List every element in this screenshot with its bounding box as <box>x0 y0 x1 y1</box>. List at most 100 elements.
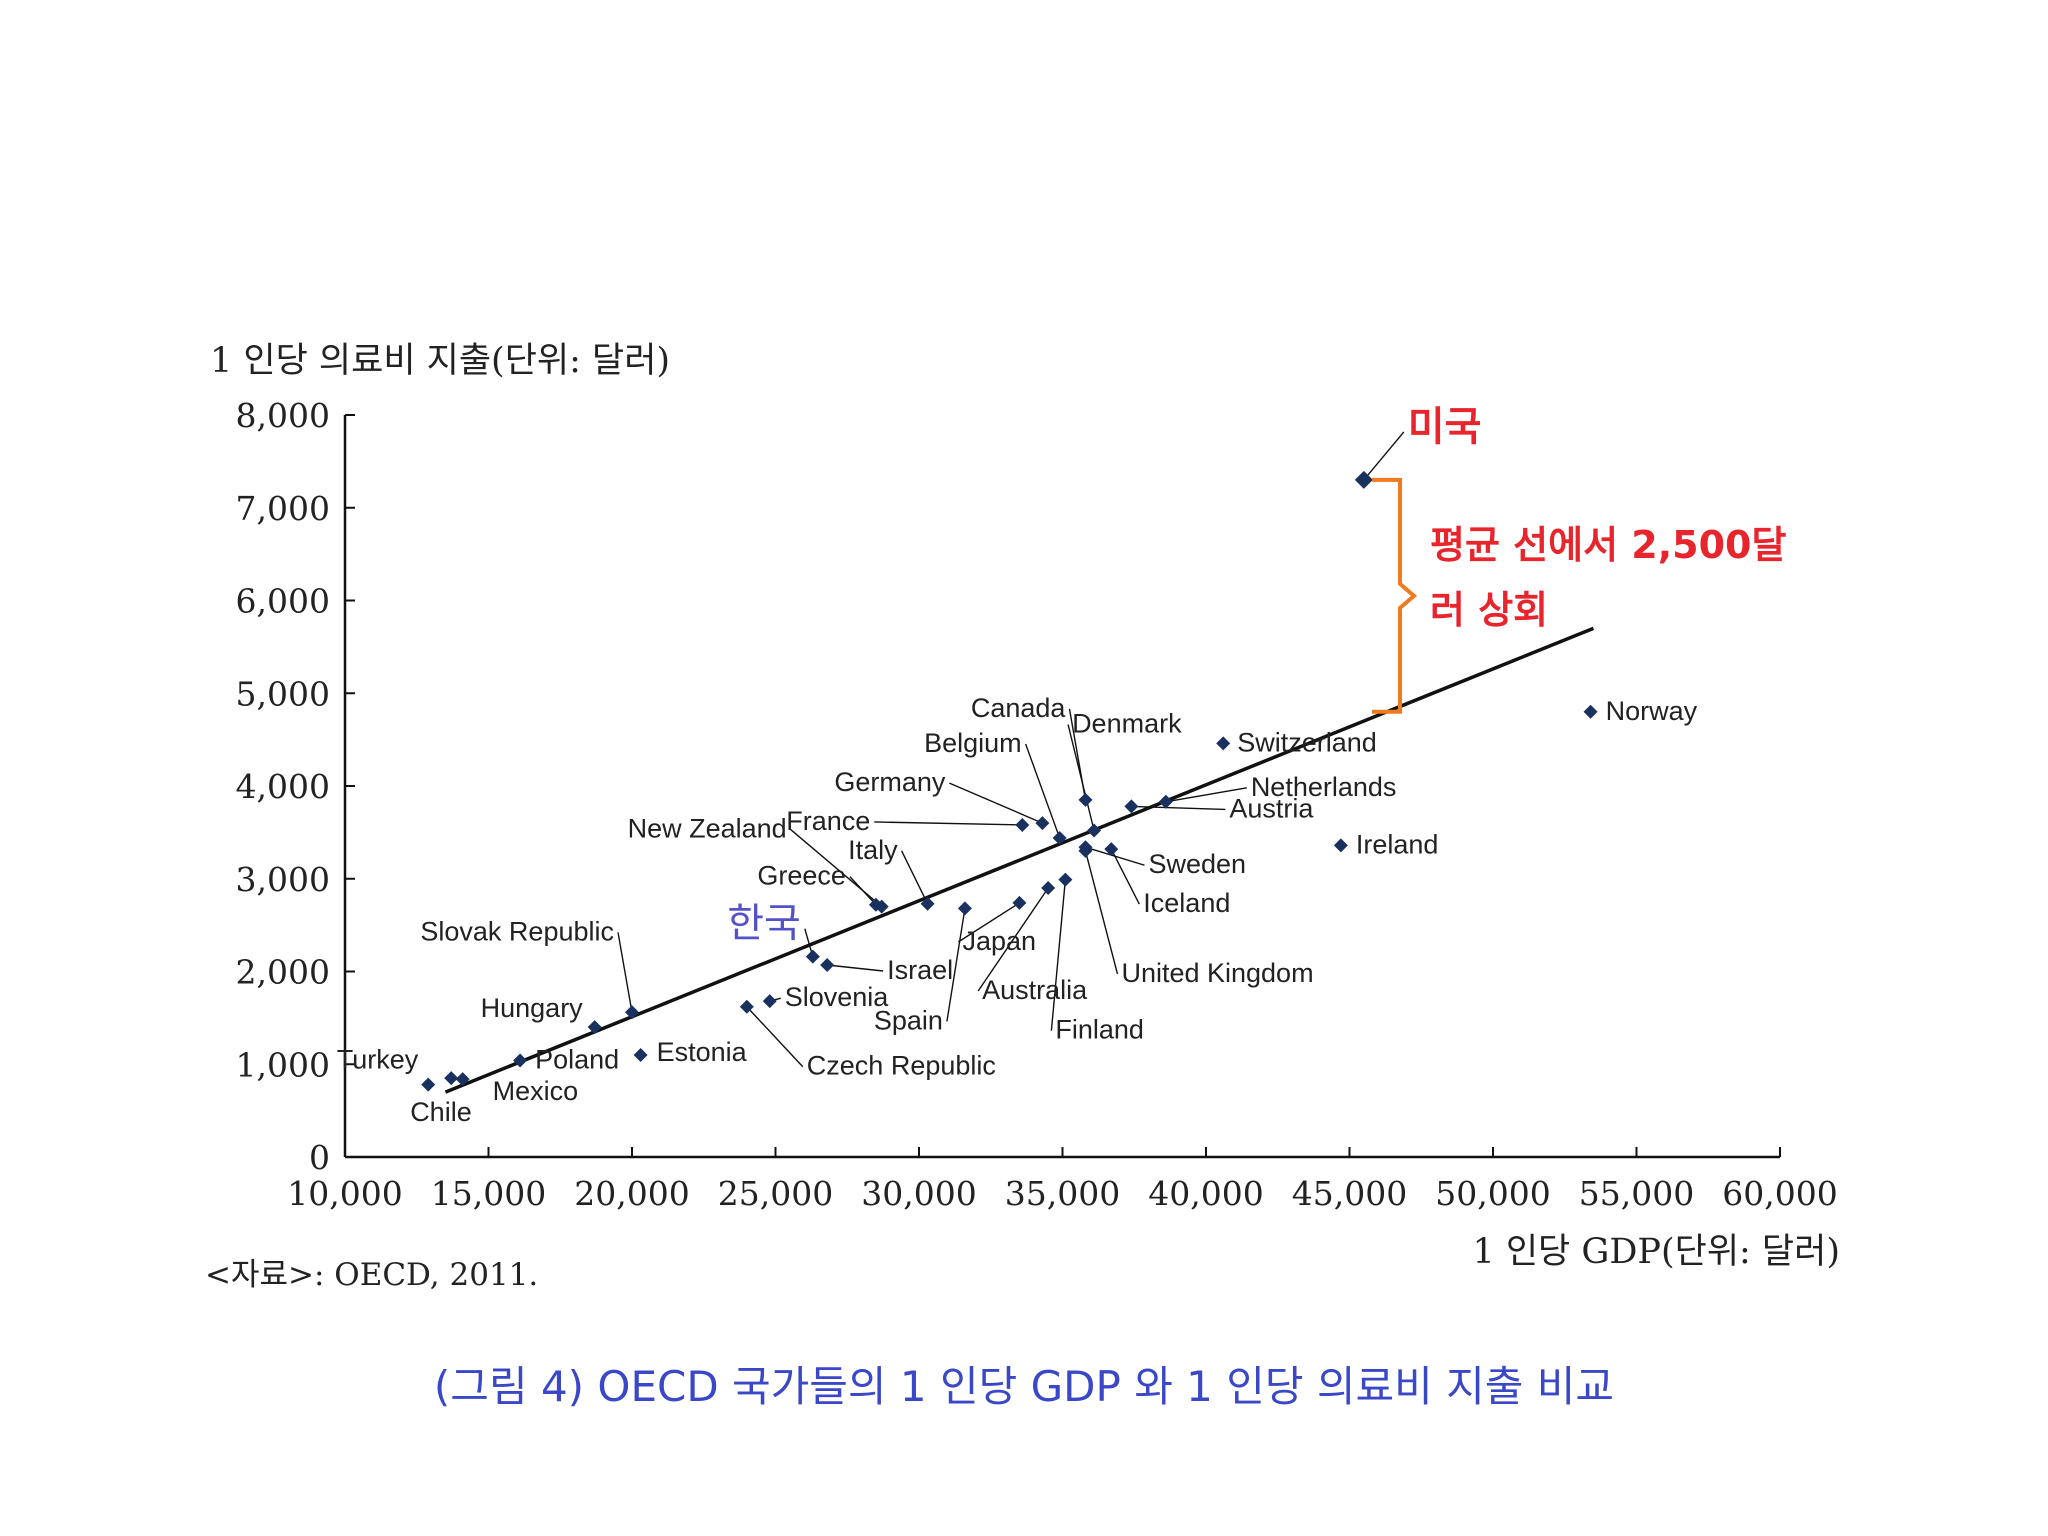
data-point <box>421 1077 436 1092</box>
point-label: Ireland <box>1356 829 1439 859</box>
leader-line <box>1024 743 1061 839</box>
y-tick-label: 8,000 <box>236 396 330 435</box>
data-point <box>1124 799 1139 814</box>
leader-line <box>617 932 633 1013</box>
leader-line <box>746 1006 804 1068</box>
leader-line <box>1084 850 1119 975</box>
difference-bracket <box>1372 477 1418 714</box>
point-label: Slovak Republic <box>420 916 614 946</box>
point-label: Greece <box>757 861 846 891</box>
point-label: Chile <box>410 1097 472 1127</box>
point-label: Sweden <box>1148 849 1246 879</box>
source-note: <자료>: OECD, 2011. <box>205 1257 538 1293</box>
trendline <box>444 626 1595 1094</box>
leader-line <box>1131 805 1226 811</box>
leader-line <box>1050 879 1067 1031</box>
leader-line <box>827 964 884 972</box>
data-point <box>739 999 754 1014</box>
x-axis-title: 1 인당 GDP(단위: 달러) <box>1472 1232 1840 1272</box>
point-label: 한국 <box>727 902 801 946</box>
point-label: Israel <box>887 955 953 985</box>
x-tick-label: 60,000 <box>1722 1174 1837 1213</box>
data-point <box>444 1071 459 1086</box>
data-point <box>1035 816 1050 831</box>
data-point <box>1041 881 1056 896</box>
axes: 0 1,000 2,000 3,000 4,000 5,000 6,000 7,000 8,00… <box>236 396 1838 1213</box>
data-point <box>1058 872 1073 887</box>
point-label: Denmark <box>1072 709 1182 739</box>
point-label: Japan <box>962 926 1036 956</box>
leader-line <box>1363 431 1405 481</box>
data-point <box>633 1047 648 1062</box>
point-label: Hungary <box>481 993 584 1023</box>
data-point <box>1354 470 1373 489</box>
point-label: Austria <box>1229 793 1314 823</box>
data-point <box>1104 842 1119 857</box>
leader-line <box>946 908 966 1022</box>
data-point <box>820 958 835 973</box>
leader-line <box>1165 787 1247 803</box>
point-label: Switzerland <box>1237 727 1377 757</box>
point-label: Netherlands <box>1251 772 1397 802</box>
data-point <box>1078 792 1093 807</box>
leader-line <box>900 850 929 905</box>
point-label: Belgium <box>924 728 1022 758</box>
trendline-group <box>444 626 1595 1094</box>
y-tick-label: 6,000 <box>236 582 330 621</box>
data-point <box>1078 840 1093 855</box>
leader-line <box>1085 846 1145 866</box>
point-label: Italy <box>848 835 898 865</box>
x-tick-label: 30,000 <box>861 1174 976 1213</box>
leader-lines <box>617 431 1405 1068</box>
data-point <box>625 1005 639 1020</box>
point-label: 미국 <box>1408 405 1482 449</box>
x-tick-label: 25,000 <box>718 1174 833 1213</box>
leader-line <box>977 887 1049 992</box>
point-label: Norway <box>1606 696 1698 726</box>
data-points <box>421 470 1598 1092</box>
data-point <box>1052 830 1067 845</box>
data-point <box>762 994 777 1009</box>
point-label: Finland <box>1055 1015 1144 1045</box>
leader-line <box>874 821 1023 826</box>
point-label: Czech Republic <box>807 1051 996 1081</box>
y-tick-label: 2,000 <box>236 953 330 992</box>
y-tick-label: 4,000 <box>236 767 330 806</box>
x-tick-label: 50,000 <box>1435 1174 1550 1213</box>
x-tick-label: 20,000 <box>574 1174 689 1213</box>
point-label: Spain <box>874 1005 943 1035</box>
point-label: New Zealand <box>628 814 787 844</box>
leader-line <box>949 782 1043 824</box>
data-point <box>513 1053 528 1068</box>
data-point <box>1087 823 1102 838</box>
point-label: Estonia <box>657 1037 748 1067</box>
annotation-line-1: 평균 선에서 2,500달 <box>1430 523 1786 567</box>
point-label: Slovenia <box>785 982 890 1012</box>
data-point <box>805 949 820 964</box>
x-tick-label: 35,000 <box>1005 1174 1120 1213</box>
leader-line <box>1110 848 1140 905</box>
point-label: Iceland <box>1143 888 1230 918</box>
x-tick-label: 45,000 <box>1292 1174 1407 1213</box>
x-tick-label: 15,000 <box>431 1174 546 1213</box>
point-label: Canada <box>971 693 1067 723</box>
data-point <box>455 1072 470 1087</box>
data-point <box>1216 736 1231 751</box>
y-tick-label: 3,000 <box>236 860 330 899</box>
data-point <box>920 896 935 911</box>
data-point <box>1158 794 1173 809</box>
point-label: Turkey <box>337 1045 419 1075</box>
x-tick-label: 10,000 <box>287 1174 402 1213</box>
data-point <box>1333 838 1348 853</box>
y-tick-label: 7,000 <box>236 489 330 528</box>
figure-caption: (그림 4) OECD 국가들의 1 인당 GDP 와 1 인당 의료비 지출 … <box>433 1362 1615 1411</box>
point-label: Germany <box>834 767 946 797</box>
y-tick-label: 5,000 <box>236 674 330 713</box>
data-point <box>1015 817 1030 832</box>
x-tick-label: 40,000 <box>1148 1174 1263 1213</box>
data-point <box>957 901 972 916</box>
annotation-line-2: 러 상회 <box>1430 588 1548 632</box>
leader-line <box>1067 724 1095 831</box>
